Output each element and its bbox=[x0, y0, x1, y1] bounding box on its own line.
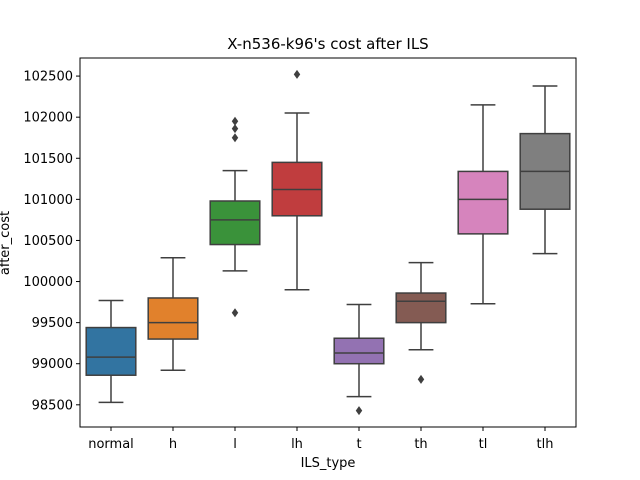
box-iqr bbox=[209, 200, 261, 246]
y-tick-label: 100500 bbox=[23, 234, 73, 249]
x-tick-label: tlh bbox=[537, 437, 554, 452]
x-tick-label: l bbox=[233, 437, 237, 452]
y-tick-label: 99500 bbox=[32, 316, 73, 331]
outlier-point bbox=[355, 406, 363, 416]
box-iqr bbox=[147, 297, 199, 340]
box-group-h bbox=[147, 256, 199, 372]
box-group-th bbox=[395, 261, 447, 384]
plot-area bbox=[85, 69, 571, 416]
box-group-tl bbox=[457, 104, 509, 305]
box-iqr bbox=[395, 292, 447, 324]
outlier-point bbox=[231, 124, 239, 134]
outlier-point bbox=[231, 133, 239, 143]
box-iqr bbox=[457, 170, 509, 235]
x-axis: normal h l lh t th tl tlh bbox=[88, 427, 553, 452]
y-axis-label: after_cost bbox=[0, 211, 13, 275]
outlier-point bbox=[417, 374, 425, 384]
box-iqr bbox=[333, 337, 385, 365]
axes-frame bbox=[79, 57, 577, 428]
chart-title: X-n536-k96's cost after ILS bbox=[227, 35, 428, 53]
x-tick-label: h bbox=[169, 437, 177, 452]
y-tick-label: 98500 bbox=[32, 398, 73, 413]
box-group-t bbox=[333, 303, 385, 416]
y-tick-label: 99000 bbox=[32, 357, 73, 372]
box-group-l bbox=[209, 116, 261, 318]
y-axis: 98500 99000 99500 100000 100500 101000 101500 1… bbox=[23, 70, 80, 413]
outlier-point bbox=[231, 308, 239, 318]
x-tick-label: th bbox=[414, 437, 427, 452]
x-axis-label: ILS_type bbox=[301, 456, 356, 471]
y-tick-label: 101500 bbox=[23, 152, 73, 167]
x-tick-label: t bbox=[356, 437, 361, 452]
box-group-normal bbox=[85, 299, 137, 404]
x-tick-label: lh bbox=[291, 437, 303, 452]
y-tick-label: 101000 bbox=[23, 193, 73, 208]
y-tick-label: 100000 bbox=[23, 275, 73, 290]
x-tick-label: tl bbox=[479, 437, 488, 452]
x-tick-label: normal bbox=[88, 437, 134, 452]
y-tick-label: 102500 bbox=[23, 70, 73, 85]
box-group-lh bbox=[271, 69, 323, 291]
outlier-point bbox=[293, 69, 301, 79]
outlier-point bbox=[231, 116, 239, 126]
y-tick-label: 102000 bbox=[23, 111, 73, 126]
box-iqr bbox=[85, 326, 137, 376]
box-group-tlh bbox=[519, 85, 571, 255]
